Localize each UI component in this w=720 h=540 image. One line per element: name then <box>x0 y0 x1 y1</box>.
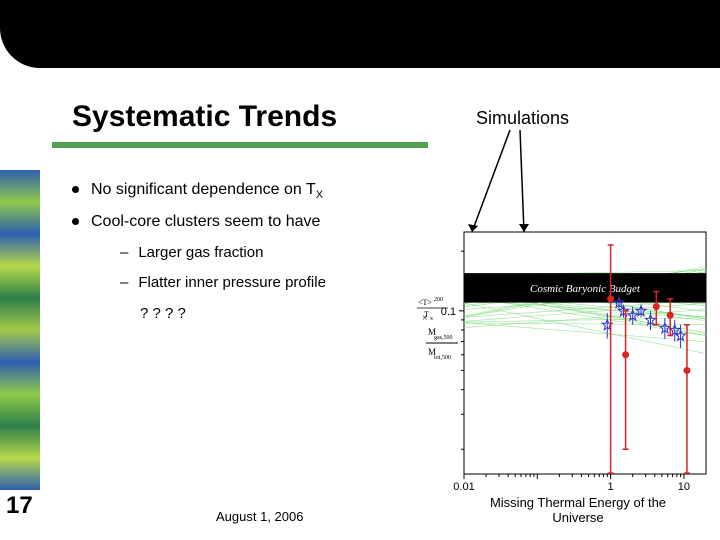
sub-bullet-2: –Flatter inner pressure profile <box>120 272 326 295</box>
sub-bullet-1: –Larger gas fraction <box>120 242 326 265</box>
svg-text:tot,500: tot,500 <box>434 355 451 361</box>
svg-text:<T>: <T> <box>418 298 432 307</box>
svg-text:T: T <box>424 310 429 319</box>
scatter-chart: Cosmic Baryonic Budget0.011100.1Mgas,500… <box>414 210 714 500</box>
svg-text:1: 1 <box>608 481 614 493</box>
bullet-2-text: Cool-core clusters seem to have <box>91 213 320 230</box>
svg-text:x: x <box>430 316 433 322</box>
simulations-label: Simulations <box>476 108 569 129</box>
svg-text:0.01: 0.01 <box>453 481 474 493</box>
sub-bullet-2-text: Flatter inner pressure profile <box>138 274 326 291</box>
bullet-1: No significant dependence on TX <box>72 178 326 204</box>
sub-bullet-1-text: Larger gas fraction <box>138 244 263 261</box>
svg-text:gas,500: gas,500 <box>434 335 453 341</box>
title-underline <box>52 142 428 148</box>
page-title: Systematic Trends <box>72 100 337 134</box>
sub-bullet-3-text: ? ? ? ? <box>140 305 186 322</box>
bullet-dot-icon <box>72 186 79 193</box>
svg-text:10: 10 <box>678 481 690 493</box>
sub-bullet-3: ? ? ? ? <box>140 303 326 326</box>
bullet-dot-icon <box>72 218 79 225</box>
decorative-sidebar-image <box>0 170 40 490</box>
svg-text:Cosmic Baryonic Budget: Cosmic Baryonic Budget <box>530 283 641 295</box>
footer-date: August 1, 2006 <box>216 509 303 524</box>
footer-caption: Missing Thermal Energy of the Universe <box>468 495 688 526</box>
bullet-list: No significant dependence on TX Cool-cor… <box>72 178 326 325</box>
slide-number: 17 <box>6 492 33 520</box>
bullet-1-text: No significant dependence on T <box>91 181 316 198</box>
svg-text:0.1: 0.1 <box>441 306 456 318</box>
svg-text:200: 200 <box>434 297 443 303</box>
bullet-1-sub: X <box>316 189 323 201</box>
bullet-2: Cool-core clusters seem to have <box>72 210 326 234</box>
top-bar <box>0 0 720 68</box>
